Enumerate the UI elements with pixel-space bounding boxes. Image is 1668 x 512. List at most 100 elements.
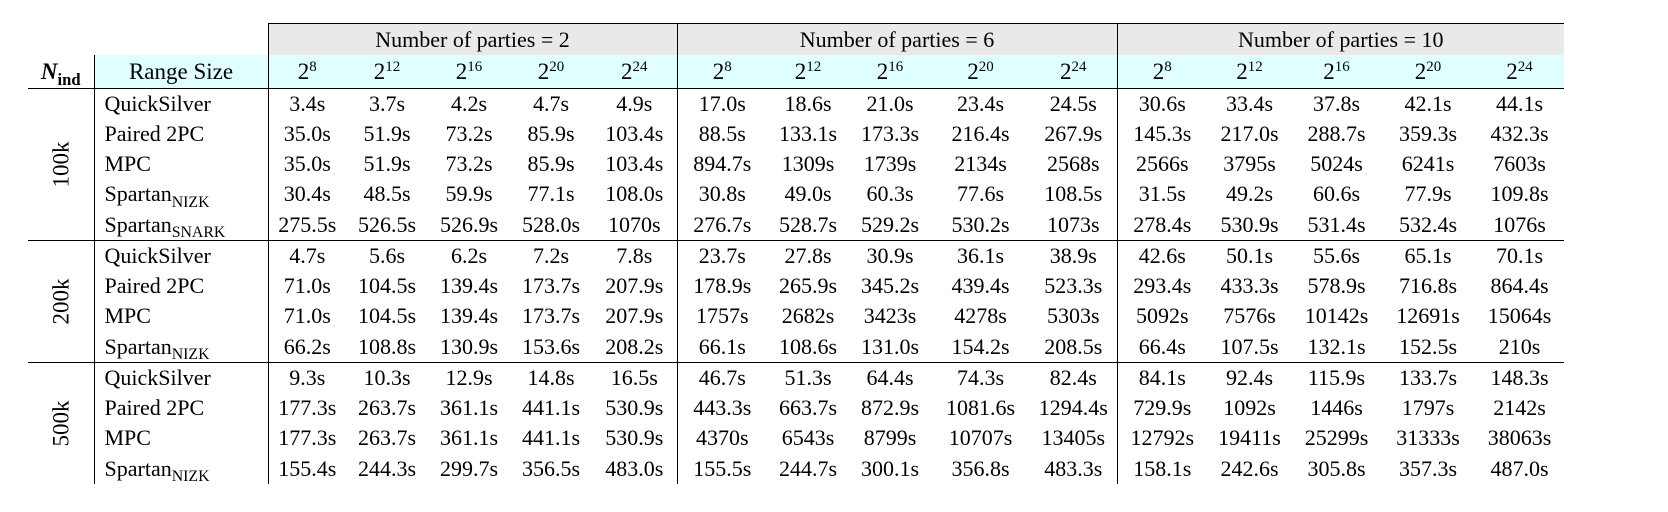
table-cell: 66.1s — [676, 331, 767, 363]
range-size-header: 216 — [428, 55, 510, 89]
table-cell: 139.4s — [439, 273, 499, 298]
protocol-name: SpartanNIZK — [93, 453, 268, 484]
table-cell: 30.8s — [676, 179, 767, 209]
table-row: Paired 2PC 35.0s 51.9s 73.2s 85.9s 103.4s 88.5… — [28, 119, 1564, 149]
table-cell: 155.4s — [267, 453, 346, 484]
table-cell: 42.1s — [1381, 88, 1475, 119]
table-cell: 210s — [1498, 333, 1541, 359]
table-cell: 275.5s — [267, 209, 346, 241]
range-size-header: 224 — [1030, 55, 1117, 89]
party-group-header-10: Number of parties = 10 — [1116, 23, 1564, 55]
table-row: Paired 2PC 71.0s 104.5s 139.4s 173.7s 207.9s 1… — [28, 271, 1564, 301]
table-cell: 27.8s — [767, 240, 849, 271]
table-cell: 49.0s — [784, 181, 832, 206]
table-cell: 4278s — [954, 303, 1007, 328]
table-cell: 894.7s — [676, 149, 767, 179]
table-cell: 244.3s — [357, 455, 417, 481]
table-cell: 5303s — [1046, 303, 1100, 328]
table-cell: 133.7s — [1381, 362, 1475, 393]
table-cell: 48.5s — [363, 181, 411, 206]
table-cell: 6.2s — [428, 240, 510, 271]
table-cell: 265.9s — [778, 273, 838, 298]
table-cell: 2142s — [1493, 395, 1546, 420]
table-cell: 263.7s — [357, 395, 417, 420]
table-cell: 9.3s — [267, 362, 346, 393]
range-size-header: 212 — [1207, 55, 1292, 89]
table-cell: 173.7s — [521, 273, 581, 298]
table-cell: 4.9s — [592, 88, 677, 119]
nind-group-label: 200k — [28, 240, 94, 363]
table-cell: 107.5s — [1220, 333, 1279, 359]
protocol-name: SpartanNIZK — [93, 179, 268, 210]
protocol-name: MPC — [93, 301, 268, 331]
range-size-header: 216 — [849, 55, 931, 89]
table-cell: 60.3s — [866, 181, 914, 206]
table-cell: 77.1s — [527, 181, 575, 206]
table-cell: 13405s — [1041, 425, 1106, 450]
table-cell: 4.7s — [267, 240, 346, 271]
protocol-name: Paired 2PC — [93, 393, 268, 423]
table-cell: 2134s — [954, 151, 1007, 176]
table-cell: 433.3s — [1220, 273, 1279, 298]
party-group-header-row: Number of parties = 2 Number of parties … — [28, 23, 1564, 55]
table-cell: 108.6s — [778, 333, 838, 359]
table-cell: 529.2s — [860, 211, 920, 237]
table-cell: 5092s — [1116, 301, 1207, 331]
table-row: Paired 2PC 177.3s 263.7s 361.1s 441.1s 530.9s… — [28, 393, 1564, 423]
table-cell: 1070s — [607, 211, 661, 237]
table-cell: 361.1s — [439, 395, 499, 420]
table-cell: 483.0s — [605, 455, 664, 481]
table-cell: 35.0s — [267, 149, 346, 179]
table-cell: 104.5s — [357, 303, 417, 328]
party-group-header-2: Number of parties = 2 — [267, 23, 677, 55]
table-cell: 50.1s — [1207, 240, 1292, 271]
table-cell: 30.9s — [849, 240, 931, 271]
table-cell: 70.1s — [1475, 240, 1564, 271]
table-cell: 356.8s — [951, 455, 1010, 481]
table-cell: 71.0s — [267, 271, 346, 301]
table-cell: 84.1s — [1116, 362, 1207, 393]
table-cell: 356.5s — [521, 455, 581, 481]
table-cell: 158.1s — [1116, 453, 1207, 484]
protocol-name: SpartanSNARK — [93, 209, 268, 241]
table-cell: 71.0s — [267, 301, 346, 331]
table-cell: 64.4s — [849, 362, 931, 393]
table-row: MPC 71.0s 104.5s 139.4s 173.7s 207.9s 1757s 268… — [28, 301, 1564, 331]
range-size-header: 224 — [592, 55, 677, 89]
table-cell: 1073s — [1046, 211, 1100, 237]
table-cell: 526.9s — [439, 211, 499, 237]
table-cell: 4370s — [676, 423, 767, 453]
table-row: MPC 177.3s 263.7s 361.1s 441.1s 530.9s 4370s 65… — [28, 423, 1564, 453]
table-cell: 82.4s — [1030, 362, 1117, 393]
table-cell: 3423s — [863, 303, 917, 328]
table-cell: 133.1s — [778, 121, 838, 146]
table-cell: 1757s — [676, 301, 767, 331]
protocol-name: QuickSilver — [93, 240, 268, 271]
table-cell: 173.7s — [521, 303, 581, 328]
table-cell: 73.2s — [445, 121, 493, 146]
table-cell: 487.0s — [1490, 455, 1549, 481]
table-cell: 7603s — [1493, 151, 1546, 176]
table-cell: 345.2s — [860, 273, 920, 298]
table-row: MPC 35.0s 51.9s 73.2s 85.9s 103.4s 894.7s 1309s… — [28, 149, 1564, 179]
table-cell: 115.9s — [1292, 362, 1381, 393]
table-cell: 443.3s — [676, 393, 767, 423]
results-table: Number of parties = 2 Number of parties … — [28, 23, 1564, 484]
header-blank-nind — [28, 23, 94, 55]
table-cell: 1076s — [1493, 211, 1546, 237]
table-cell: 1294.4s — [1038, 395, 1108, 420]
table-cell: 38.9s — [1030, 240, 1117, 271]
table-cell: 177.3s — [267, 393, 346, 423]
table-cell: 31333s — [1396, 425, 1460, 450]
table-cell: 10.3s — [346, 362, 428, 393]
table-cell: 6241s — [1401, 151, 1455, 176]
protocol-name: MPC — [93, 423, 268, 453]
table-cell: 59.9s — [445, 181, 493, 206]
range-size-header: 216 — [1292, 55, 1381, 89]
table-cell: 178.9s — [676, 271, 767, 301]
table-cell: 3795s — [1223, 151, 1276, 176]
table-cell: 729.9s — [1116, 393, 1207, 423]
table-cell: 17.0s — [676, 88, 767, 119]
table-cell: 173.3s — [860, 121, 920, 146]
table-cell: 14.8s — [510, 362, 592, 393]
